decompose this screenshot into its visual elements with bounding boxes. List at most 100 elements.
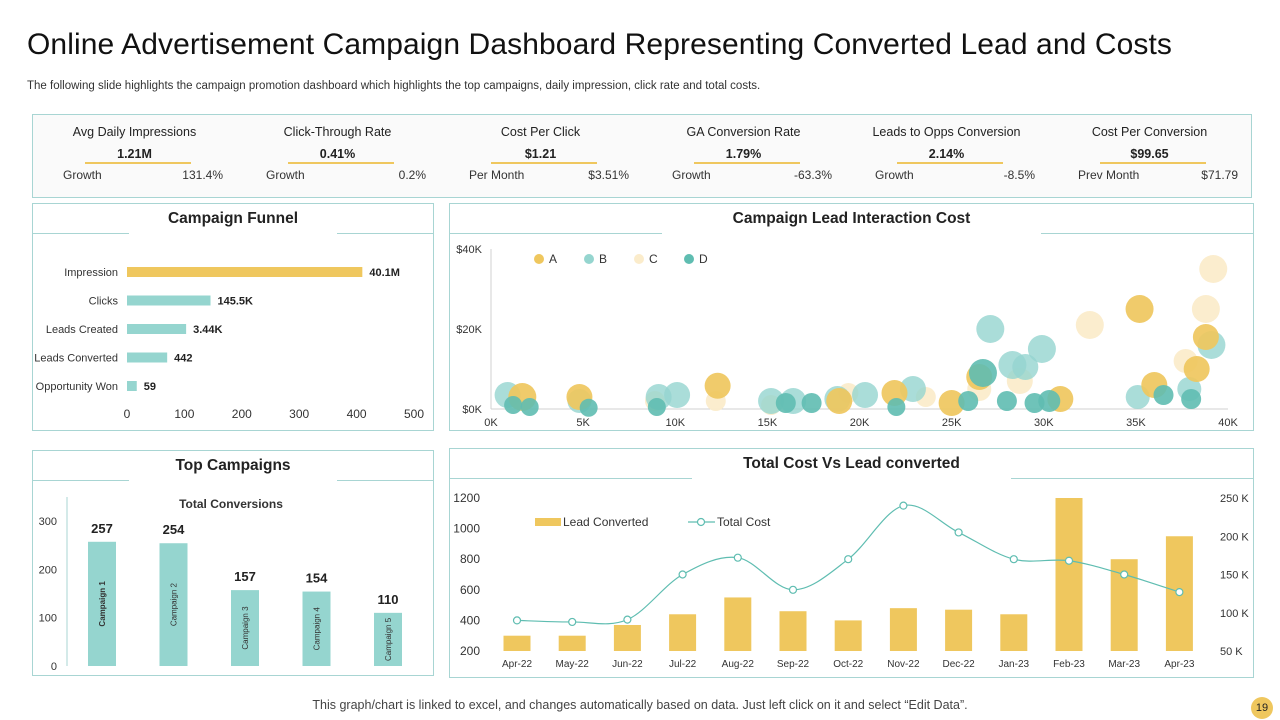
lead-converted-bar xyxy=(558,635,586,651)
legend-swatch-b xyxy=(584,254,594,264)
campaign-category-label: Campaign 2 xyxy=(170,582,179,626)
funnel-data-label: 40.1M xyxy=(369,267,400,279)
funnel-bar xyxy=(127,381,137,391)
bubble-chart: $0K $20K $40K 0K 5K 10K 15K 20K 25K 30K 35K 40K A B C D xyxy=(456,244,1238,429)
kpi-underline xyxy=(1100,162,1206,164)
page-subtitle: The following slide highlights the campa… xyxy=(27,80,761,92)
kpi-sub-value: 0.2% xyxy=(398,168,426,182)
top-campaigns-title: Top Campaigns xyxy=(175,457,291,474)
top-campaigns-subtitle: Total Conversions xyxy=(179,497,283,511)
combo-left-y-tick: 600 xyxy=(460,583,480,597)
kpi-underline xyxy=(288,162,394,164)
kpi-underline xyxy=(491,162,597,164)
top-campaigns-y-tick: 200 xyxy=(39,564,57,576)
bubble-x-tick: 0K xyxy=(484,417,498,429)
bubble-point-b xyxy=(852,382,879,408)
bubble-point-d xyxy=(579,398,598,417)
campaign-value-label: 110 xyxy=(378,592,399,607)
combo-right-y-tick: 100 K xyxy=(1220,608,1249,620)
kpi-title: Avg Daily Impressions xyxy=(72,125,197,139)
bubble-point-d xyxy=(958,391,979,411)
combo-x-tick: Sep-22 xyxy=(777,659,810,670)
bubble-point-a xyxy=(826,388,853,414)
kpi-value: 0.41% xyxy=(319,147,356,161)
funnel-title: Campaign Funnel xyxy=(167,210,299,227)
bubble-point-d xyxy=(1153,385,1174,405)
funnel-category-label: Impression xyxy=(64,267,118,279)
campaign-bar xyxy=(231,590,259,666)
bubble-point-c xyxy=(1191,295,1220,323)
funnel-category-label: Opportunity Won xyxy=(36,381,118,393)
combo-left-y-tick: 400 xyxy=(460,613,480,627)
funnel-bar xyxy=(127,295,211,306)
legend-swatch-c xyxy=(634,254,644,264)
kpi-sub-label: Growth xyxy=(672,168,711,182)
lead-converted-bar xyxy=(724,597,752,651)
kpi-underline xyxy=(897,162,1003,164)
kpi-underline xyxy=(694,162,800,164)
bubble-point-d xyxy=(887,398,906,416)
lead-converted-bar xyxy=(1000,614,1028,651)
kpi-title: Cost Per Conversion xyxy=(1091,125,1208,139)
top-campaigns-y-tick: 100 xyxy=(39,613,57,625)
page-title: Online Advertisement Campaign Dashboard … xyxy=(27,28,1173,61)
bubble-panel: Campaign Lead Interaction Cost $0K $20K $4… xyxy=(449,203,1254,431)
legend-label: Lead Converted xyxy=(563,515,648,529)
combo-x-tick: Feb-23 xyxy=(1053,659,1085,670)
cost-leads-chart: 200 400 600 800 1000 1200 50 K 100 K 150 K 200 K 2… xyxy=(453,491,1249,670)
kpi-value: 1.21M xyxy=(117,147,152,161)
combo-right-y-tick: 200 K xyxy=(1220,531,1249,543)
funnel-data-label: 3.44K xyxy=(193,324,222,336)
bubble-x-tick: 35K xyxy=(1126,417,1146,429)
top-campaigns-panel: Top Campaigns Total Conversions 0 100 200 30… xyxy=(32,450,434,676)
cost-leads-panel: Total Cost Vs Lead converted 200 400 600 80… xyxy=(449,448,1254,678)
funnel-x-tick: 500 xyxy=(404,407,424,421)
top-campaigns-y-tick: 300 xyxy=(39,516,57,528)
funnel-x-tick: 0 xyxy=(124,407,131,421)
bubble-point-a xyxy=(1192,324,1219,350)
legend-label: Total Cost xyxy=(717,515,771,529)
combo-x-tick: May-22 xyxy=(556,659,590,670)
combo-x-tick: Apr-22 xyxy=(502,659,532,670)
bubble-point-d xyxy=(996,391,1017,411)
total-cost-point xyxy=(568,617,577,627)
lead-converted-bar xyxy=(669,614,697,651)
combo-x-tick: Aug-22 xyxy=(722,659,755,670)
kpi-sub-label: Prev Month xyxy=(1078,168,1140,182)
kpi-value: $1.21 xyxy=(524,147,557,161)
campaign-value-label: 157 xyxy=(234,569,256,584)
kpi-title: Cost Per Click xyxy=(500,125,581,139)
bubble-point-a xyxy=(1183,356,1210,382)
campaign-bar xyxy=(88,541,116,666)
combo-x-tick: Dec-22 xyxy=(942,659,975,670)
bubble-point-c xyxy=(1199,255,1228,283)
funnel-x-tick: 100 xyxy=(174,407,194,421)
title-rule-left xyxy=(450,233,662,234)
lead-converted-bar xyxy=(613,624,641,651)
campaign-bar xyxy=(374,612,402,666)
kpi-sub-value: $71.79 xyxy=(1201,168,1238,182)
bubble-x-tick: 40K xyxy=(1218,417,1238,429)
funnel-category-label: Leads Created xyxy=(46,324,118,336)
title-rule-right xyxy=(1041,233,1253,234)
bubble-point-a xyxy=(1125,295,1154,323)
kpi-sub-value: -63.3% xyxy=(793,168,832,182)
combo-x-tick: Jul-22 xyxy=(669,659,697,670)
kpi-sub-label: Growth xyxy=(875,168,914,182)
funnel-bar xyxy=(127,324,187,334)
total-cost-point xyxy=(1175,587,1184,597)
kpi-cost-per-click: Cost Per Click $1.21 Per Month $3.51% xyxy=(439,115,642,199)
campaign-value-label: 257 xyxy=(91,521,113,536)
title-rule-right xyxy=(1011,478,1253,479)
combo-x-tick: Oct-22 xyxy=(833,659,863,670)
funnel-chart: Impression 40.1M Clicks 145.5K Leads Created… xyxy=(34,267,424,421)
total-cost-point xyxy=(678,570,687,579)
campaign-category-label: Campaign 4 xyxy=(313,607,322,651)
bubble-point-d xyxy=(1038,390,1061,412)
bubble-x-tick: 5K xyxy=(576,417,590,429)
funnel-bar xyxy=(127,352,168,363)
total-cost-point xyxy=(1120,570,1129,579)
campaign-category-label: Campaign 5 xyxy=(384,617,393,661)
bubble-point-a xyxy=(938,390,965,416)
kpi-title: GA Conversion Rate xyxy=(686,125,801,139)
